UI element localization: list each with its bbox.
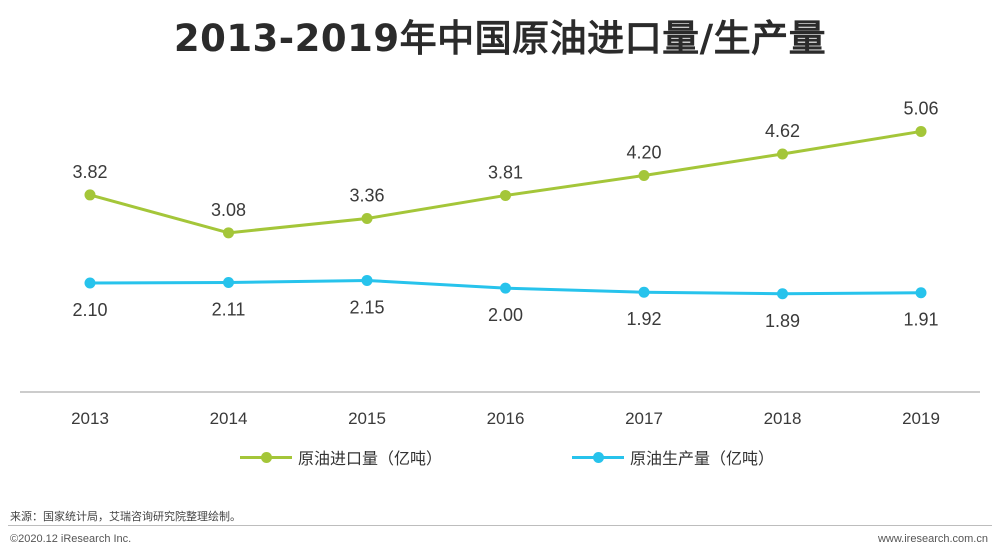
legend-swatch-import <box>240 451 292 463</box>
x-tick-label: 2013 <box>71 409 109 428</box>
legend-item-import: 原油进口量（亿吨） <box>240 442 442 472</box>
import-data-label: 3.82 <box>72 162 107 182</box>
legend-swatch-production <box>572 451 624 463</box>
production-data-point <box>638 286 650 298</box>
website-link[interactable]: www.iresearch.com.cn <box>877 533 988 545</box>
import-data-label: 3.36 <box>349 185 384 205</box>
production-data-point <box>777 288 788 300</box>
import-data-label: 3.08 <box>211 200 246 220</box>
legend-label-import: 原油进口量（亿吨） <box>298 449 443 468</box>
import-data-point <box>361 212 373 224</box>
series-points <box>84 125 927 300</box>
legend-item-production: 原油生产量（亿吨） <box>572 442 774 472</box>
import-data-label: 4.20 <box>626 142 661 162</box>
import-data-label: 4.62 <box>765 121 800 141</box>
chart-title: 2013-2019年中国原油进口量/生产量 <box>173 17 827 60</box>
import-data-point <box>223 227 234 239</box>
import-data-label: 3.81 <box>488 162 523 182</box>
legend-marker-production <box>593 451 604 463</box>
x-tick-label: 2019 <box>902 409 940 428</box>
production-data-point <box>84 277 96 289</box>
production-data-point <box>361 274 373 286</box>
import-data-label: 5.06 <box>903 98 938 118</box>
import-data-point <box>500 189 511 201</box>
source-note: 来源：国家统计局，艾瑞咨询研究院整理绘制。 <box>10 510 241 523</box>
production-data-label: 2.00 <box>488 305 523 325</box>
data-labels: 3.82 3.08 3.36 3.81 4.20 4.62 5.06 2.10 2.11 2.15… <box>72 98 938 330</box>
legend-label-production: 原油生产量（亿吨） <box>630 449 775 468</box>
production-data-label: 2.10 <box>72 300 107 320</box>
x-tick-label: 2014 <box>210 409 248 428</box>
production-data-point <box>223 276 234 288</box>
x-tick-label: 2015 <box>348 409 386 428</box>
legend: 原油进口量（亿吨） 原油生产量（亿吨） <box>0 442 1000 472</box>
production-data-label: 2.15 <box>349 297 384 317</box>
import-data-point <box>915 125 927 137</box>
x-tick-label: 2018 <box>764 409 802 428</box>
import-data-point <box>777 148 788 160</box>
production-data-point <box>500 282 511 294</box>
x-tick-label: 2017 <box>625 409 663 428</box>
production-data-point <box>915 287 927 299</box>
copyright-text: ©2020.12 iResearch Inc. <box>10 533 132 545</box>
production-data-label: 1.89 <box>765 311 800 331</box>
legend-marker-import <box>261 451 272 463</box>
x-tick-label: 2016 <box>487 409 525 428</box>
import-data-point <box>638 169 650 181</box>
production-data-label: 2.11 <box>212 299 246 319</box>
x-axis-ticks: 2013 2014 2015 2016 2017 2018 2019 <box>71 409 940 428</box>
footer-divider <box>8 525 992 526</box>
import-data-point <box>84 189 96 201</box>
production-data-label: 1.91 <box>903 310 938 330</box>
production-data-label: 1.92 <box>626 309 661 329</box>
